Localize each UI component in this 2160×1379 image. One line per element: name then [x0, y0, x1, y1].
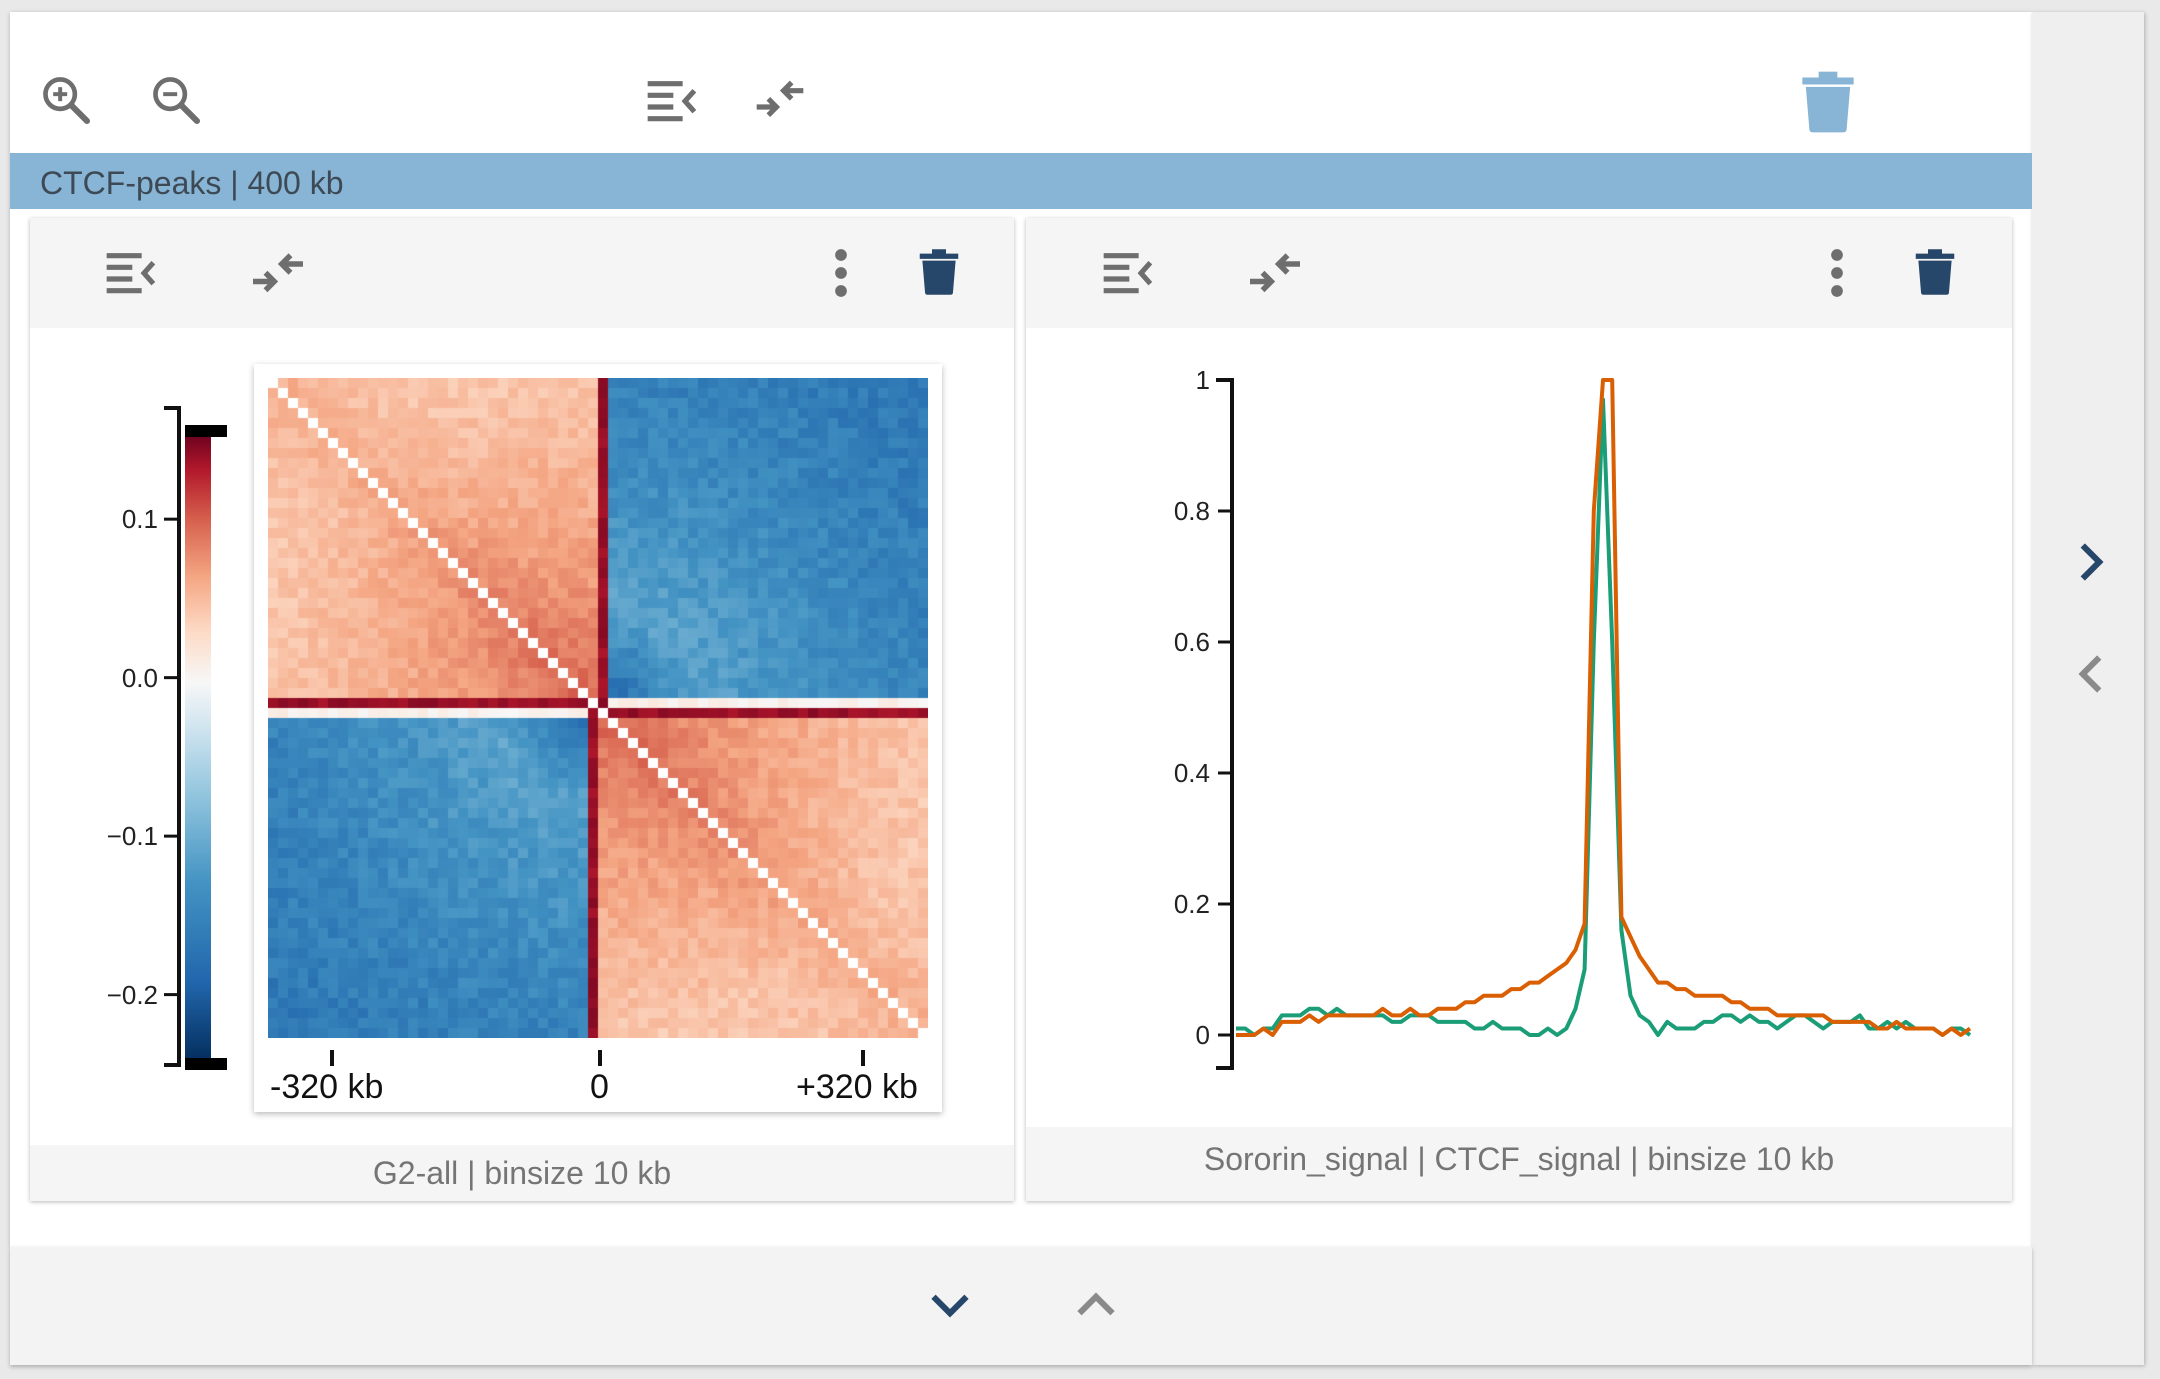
lineplot-panel-title: Sororin_signal | CTCF_signal | binsize 1… — [1203, 1141, 1835, 1177]
zoom-in-icon[interactable] — [38, 72, 94, 128]
y-tick-label: 1 — [1196, 365, 1210, 395]
heatmap-x-tick-left: -320 kb — [270, 1068, 384, 1106]
session-strip[interactable]: CTCF-peaks | 400 kb — [10, 153, 2032, 209]
chevron-left-icon[interactable] — [2073, 652, 2109, 696]
compress-icon[interactable] — [1245, 244, 1305, 304]
top-toolbar — [10, 12, 2032, 153]
colorbar-tick-label: −0.1 — [106, 821, 158, 852]
y-tick-label: 0 — [1196, 1020, 1210, 1050]
line-chart[interactable]: 1 0.8 0.6 0.4 0.2 0 — [1140, 360, 1980, 1080]
more-vert-icon[interactable] — [826, 246, 856, 300]
heatmap-x-tick-right: +320 kb — [796, 1068, 918, 1106]
collapse-list-icon[interactable] — [1099, 244, 1155, 300]
zoom-out-icon[interactable] — [148, 72, 204, 128]
trash-icon[interactable] — [1800, 70, 1856, 134]
colorbar — [164, 406, 211, 1067]
series-line-1 — [1236, 378, 1972, 1037]
colorbar-gradient — [185, 432, 211, 1058]
lineplot-panel-header — [1026, 218, 2012, 328]
y-tick-label: 0.6 — [1174, 627, 1210, 657]
colorbar-tick-label: −0.2 — [106, 979, 158, 1010]
chevron-down-icon[interactable] — [928, 1288, 972, 1322]
colorbar-tick-label: 0.0 — [121, 662, 158, 693]
collapse-list-icon[interactable] — [643, 72, 699, 128]
y-tick-label: 0.4 — [1174, 758, 1210, 788]
heatmap-panel-title: G2-all | binsize 10 kb — [372, 1155, 672, 1191]
colorbar-upper-handle[interactable] — [185, 425, 227, 437]
heatmap-x-tick-mark — [330, 1050, 334, 1066]
chevron-right-icon[interactable] — [2073, 540, 2109, 584]
lineplot-panel-footer: Sororin_signal | CTCF_signal | binsize 1… — [1026, 1127, 2012, 1201]
session-label: CTCF-peaks | 400 kb — [40, 165, 344, 201]
chevron-up-icon[interactable] — [1074, 1288, 1118, 1322]
collapse-list-icon[interactable] — [102, 244, 158, 300]
heatmap-card: -320 kb 0 +320 kb — [254, 364, 942, 1112]
lineplot-panel: Sororin_signal | CTCF_signal | binsize 1… — [1026, 218, 2012, 1201]
footer-bar — [10, 1247, 2032, 1365]
y-tick-label: 0.2 — [1174, 889, 1210, 919]
colorbar-lower-handle[interactable] — [185, 1058, 227, 1070]
y-tick-label: 0.8 — [1174, 496, 1210, 526]
more-vert-icon[interactable] — [1822, 246, 1852, 300]
heatmap-x-tick-mark — [598, 1050, 602, 1066]
heatmap-image[interactable] — [268, 378, 928, 1038]
trash-icon[interactable] — [1914, 244, 1956, 300]
series-line-0 — [1236, 397, 1972, 1037]
heatmap-x-tick-center: 0 — [590, 1068, 609, 1106]
right-rail — [2032, 12, 2144, 1365]
heatmap-x-tick-mark — [861, 1050, 865, 1066]
compress-icon[interactable] — [752, 72, 808, 128]
compress-icon[interactable] — [248, 244, 308, 304]
heatmap-panel-footer: G2-all | binsize 10 kb — [30, 1145, 1014, 1201]
trash-icon[interactable] — [918, 244, 960, 300]
heatmap-panel-header — [30, 218, 1014, 328]
colorbar-tick-label: 0.1 — [121, 504, 158, 535]
